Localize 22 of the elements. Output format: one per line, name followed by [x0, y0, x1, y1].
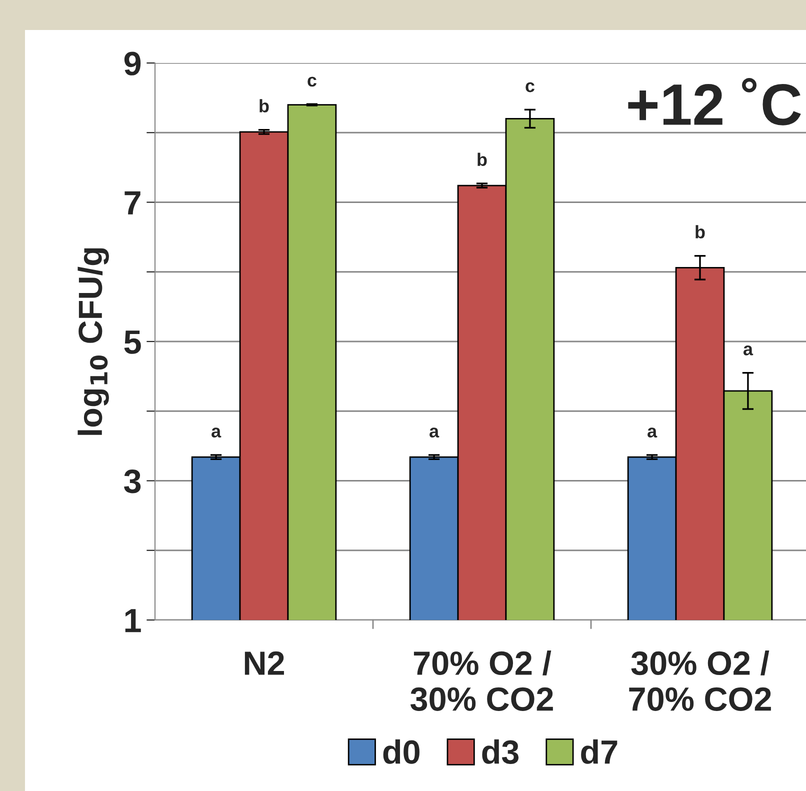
y-tick-label: 1	[125, 609, 141, 632]
y-tick-label: 9	[124, 52, 141, 76]
x-tick-label: 70% O2 / 30% CO2	[410, 650, 553, 711]
y-tick-label: 5	[124, 330, 141, 354]
legend-label: d0	[383, 739, 420, 764]
data-label: a	[743, 345, 754, 356]
legend-label: d3	[482, 739, 519, 764]
legend-label: d7	[581, 739, 618, 764]
annotation: +12 ˚C	[628, 78, 801, 126]
x-tick-label: 30% O2 / 70% CO2	[629, 650, 771, 711]
data-label: a	[648, 428, 658, 438]
x-tick-label: N2	[244, 651, 284, 675]
data-label: c	[308, 76, 316, 87]
data-label: b	[260, 99, 269, 112]
data-label: a	[212, 428, 222, 438]
data-label: a	[430, 428, 440, 438]
y-tick-label: 7	[124, 191, 140, 214]
y-axis-title: log$_{10}$ CFU/g	[78, 248, 109, 435]
y-tick-label: 3	[124, 470, 141, 494]
data-label: b	[696, 225, 705, 238]
data-label: c	[526, 82, 534, 92]
data-label: b	[478, 152, 487, 166]
